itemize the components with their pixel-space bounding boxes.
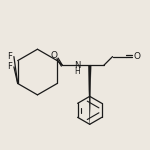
Text: H: H xyxy=(74,67,80,76)
Text: F: F xyxy=(7,62,12,71)
Polygon shape xyxy=(88,65,91,124)
Text: F: F xyxy=(7,52,12,61)
Text: O: O xyxy=(133,52,140,61)
Text: N: N xyxy=(74,61,80,70)
Text: O: O xyxy=(51,51,58,60)
